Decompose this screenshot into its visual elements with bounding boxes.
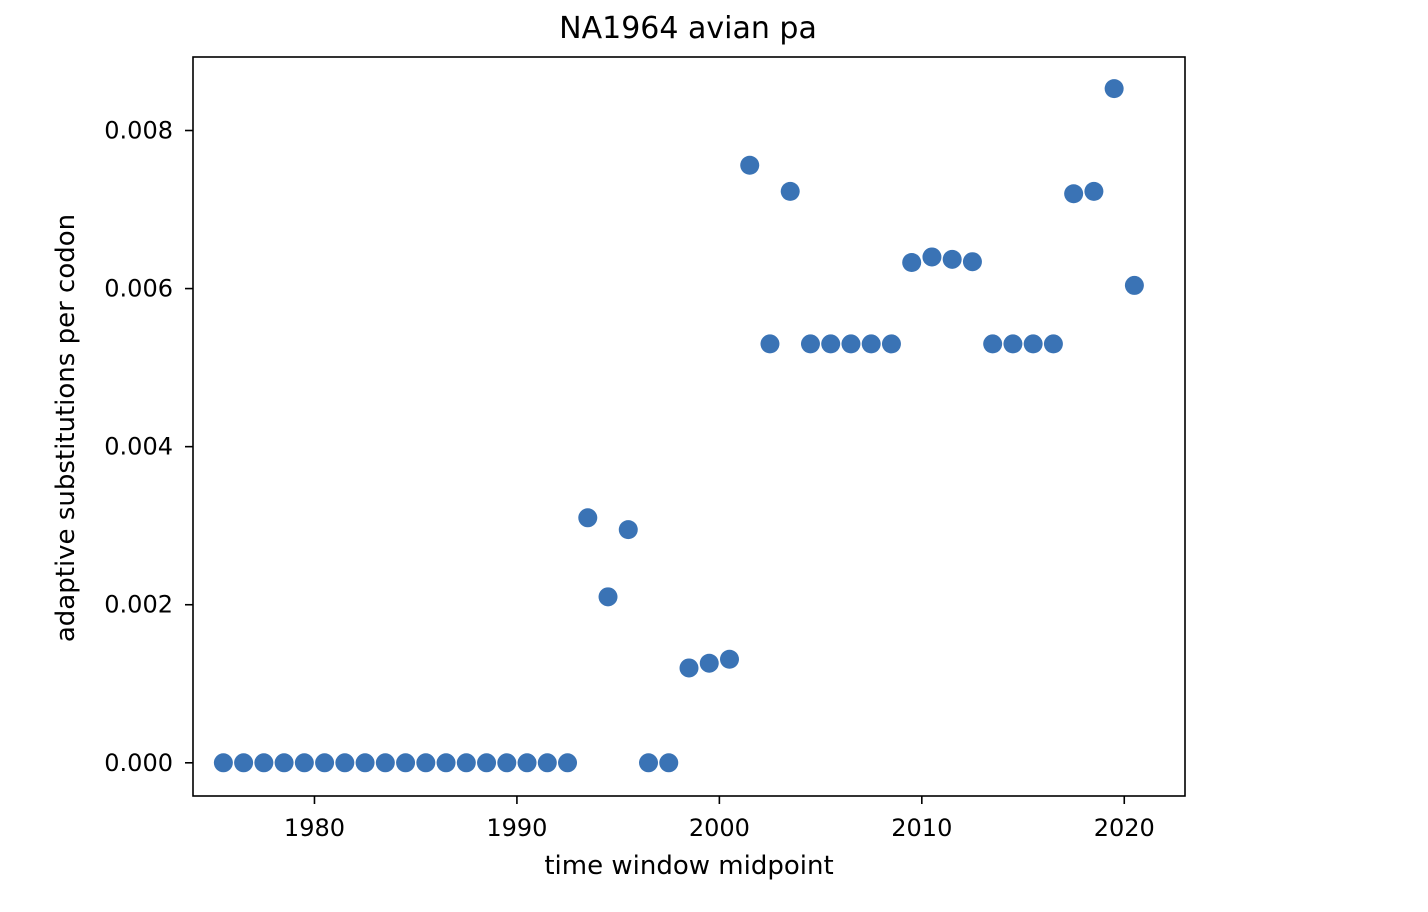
data-point bbox=[821, 334, 841, 354]
data-point bbox=[598, 587, 618, 607]
y-axis-label: adaptive substitutions per codon bbox=[51, 214, 81, 642]
x-axis-label: time window midpoint bbox=[544, 851, 833, 881]
chart-title: NA1964 avian pa bbox=[559, 11, 817, 46]
data-point bbox=[881, 334, 901, 354]
data-point bbox=[983, 334, 1003, 354]
data-points bbox=[213, 79, 1144, 773]
y-axis-ticks: 0.000 0.002 0.004 0.006 0.008 bbox=[104, 117, 193, 777]
data-point bbox=[618, 520, 638, 540]
data-point bbox=[234, 753, 254, 773]
data-point bbox=[315, 753, 335, 773]
x-axis-ticks: 1980 1990 2000 2010 2020 bbox=[284, 796, 1155, 842]
data-point bbox=[1124, 275, 1144, 295]
data-point bbox=[497, 753, 517, 773]
x-tick-label: 1990 bbox=[486, 814, 547, 842]
data-point bbox=[780, 181, 800, 201]
data-point bbox=[456, 753, 476, 773]
data-point bbox=[537, 753, 557, 773]
y-tick-label: 0.008 bbox=[104, 117, 173, 145]
data-point bbox=[375, 753, 395, 773]
x-tick-label: 2020 bbox=[1094, 814, 1155, 842]
data-point bbox=[902, 253, 922, 272]
data-point bbox=[274, 753, 294, 773]
x-tick-label: 2000 bbox=[689, 814, 750, 842]
y-tick-label: 0.000 bbox=[104, 749, 173, 777]
plot-frame bbox=[192, 56, 1186, 797]
data-point bbox=[517, 753, 537, 773]
data-point bbox=[558, 753, 578, 773]
data-point bbox=[578, 508, 598, 528]
data-point bbox=[659, 753, 679, 773]
data-point bbox=[679, 658, 699, 678]
data-point bbox=[1104, 79, 1124, 99]
data-point bbox=[922, 247, 942, 267]
data-point bbox=[1084, 181, 1104, 201]
data-point bbox=[396, 753, 416, 773]
data-point bbox=[699, 653, 719, 673]
data-point bbox=[942, 249, 962, 269]
data-point bbox=[1043, 334, 1063, 354]
x-tick-label: 2010 bbox=[891, 814, 952, 842]
data-point bbox=[841, 334, 861, 354]
data-point bbox=[294, 753, 314, 773]
x-tick-label: 1980 bbox=[284, 814, 345, 842]
data-point bbox=[861, 334, 881, 354]
data-point bbox=[639, 753, 659, 773]
data-point bbox=[760, 334, 780, 354]
data-point bbox=[436, 753, 456, 773]
data-point bbox=[213, 753, 233, 773]
data-point bbox=[416, 753, 436, 773]
data-point bbox=[740, 155, 760, 175]
data-point bbox=[477, 753, 497, 773]
data-point bbox=[254, 753, 274, 773]
y-tick-label: 0.006 bbox=[104, 275, 173, 303]
y-tick-label: 0.004 bbox=[104, 433, 173, 461]
data-point bbox=[719, 649, 739, 669]
data-point bbox=[355, 753, 375, 773]
data-point bbox=[1023, 334, 1043, 354]
data-point bbox=[800, 334, 820, 354]
data-point bbox=[1064, 184, 1084, 204]
data-point bbox=[1003, 334, 1023, 354]
y-tick-label: 0.002 bbox=[104, 591, 173, 619]
data-point bbox=[962, 252, 982, 272]
data-point bbox=[335, 753, 355, 773]
